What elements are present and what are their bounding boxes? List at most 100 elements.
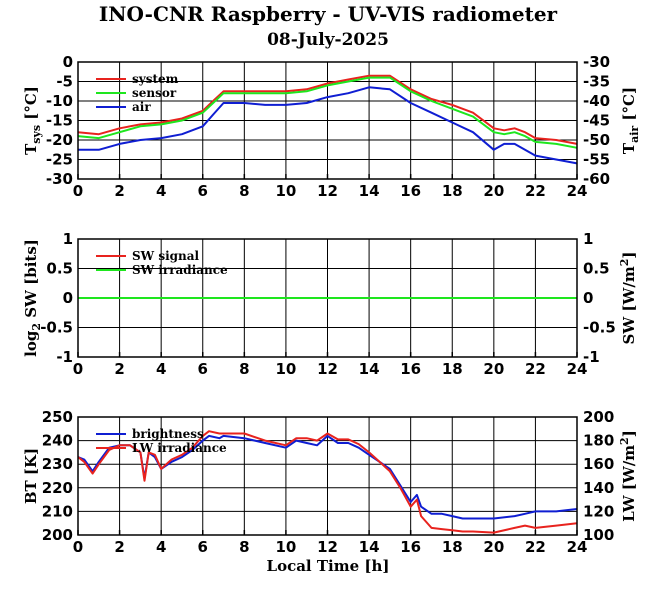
x-tick-label: 4 — [156, 182, 166, 200]
y-tick-label: 230 — [42, 455, 73, 473]
y-right-tick-label: 140 — [583, 479, 614, 497]
x-tick-label: 22 — [525, 360, 546, 378]
x-tick-label: 2 — [114, 538, 124, 556]
x-tick-label: 24 — [567, 182, 588, 200]
x-tick-label: 6 — [198, 360, 208, 378]
y-axis-label: BT [K] — [22, 448, 40, 504]
legend-label: SW signal — [132, 249, 200, 263]
chart-title: INO-CNR Raspberry - UV-VIS radiometer — [99, 2, 558, 26]
panel-temperature: 0 2 4 6 8 10 12 14 16 18 20 22 24-30-25-20-15-10-50-… — [22, 53, 641, 200]
y-right-tick-label: -35 — [583, 73, 610, 91]
legend-label: sensor — [132, 86, 177, 100]
x-tick-label: 14 — [359, 360, 380, 378]
x-tick-label: 22 — [525, 538, 546, 556]
x-axis-label: Local Time [h] — [267, 557, 390, 575]
x-tick-label: 14 — [359, 538, 380, 556]
y-right-axis-label: LW [W/m2] — [618, 430, 638, 522]
y-right-tick-label: -55 — [583, 151, 610, 169]
x-tick-label: 4 — [156, 538, 166, 556]
panel-longwave: 0 2 4 6 8 10 12 14 16 18 20 22 242002102202302402501… — [22, 408, 638, 556]
y-tick-label: 0.5 — [46, 260, 73, 278]
y-tick-label: -10 — [46, 92, 73, 110]
x-tick-label: 8 — [239, 538, 249, 556]
x-tick-label: 18 — [442, 538, 463, 556]
x-tick-label: 4 — [156, 360, 166, 378]
x-tick-label: 10 — [275, 182, 296, 200]
legend-label: LW irradiance — [132, 441, 227, 455]
legend-label: air — [132, 100, 151, 114]
x-tick-label: 16 — [400, 538, 421, 556]
y-right-axis-label: SW [W/m2] — [618, 252, 638, 345]
y-tick-label: -20 — [46, 131, 73, 149]
panel-shortwave: 0 2 4 6 8 10 12 14 16 18 20 22 24-1-0.500.51-1-0.500… — [22, 230, 638, 378]
x-tick-label: 2 — [114, 360, 124, 378]
plot-frame — [77, 416, 578, 536]
y-tick-label: 240 — [42, 432, 73, 450]
x-tick-label: 20 — [483, 182, 504, 200]
y-right-tick-label: 120 — [583, 502, 614, 520]
x-tick-label: 18 — [442, 360, 463, 378]
x-tick-label: 16 — [400, 360, 421, 378]
y-right-tick-label: 200 — [583, 408, 614, 426]
x-tick-label: 20 — [483, 538, 504, 556]
y-tick-label: 210 — [42, 502, 73, 520]
y-tick-label: 220 — [42, 479, 73, 497]
series-line-lw-irradiance — [77, 430, 578, 534]
y-tick-label: -30 — [46, 170, 73, 188]
x-tick-label: 20 — [483, 360, 504, 378]
x-tick-label: 12 — [317, 538, 338, 556]
y-tick-label: -25 — [46, 151, 73, 169]
y-axis-label: Tsys [°C] — [22, 86, 43, 155]
y-tick-label: 250 — [42, 408, 73, 426]
y-right-tick-label: -0.5 — [583, 319, 616, 337]
x-tick-label: 24 — [567, 360, 588, 378]
legend-label: system — [132, 72, 179, 86]
y-right-axis-label: Tair [°C] — [620, 87, 641, 154]
x-tick-label: 2 — [114, 182, 124, 200]
y-right-tick-label: -45 — [583, 112, 610, 130]
x-tick-label: 8 — [239, 182, 249, 200]
y-right-tick-label: 180 — [583, 432, 614, 450]
x-tick-label: 10 — [275, 538, 296, 556]
y-tick-label: -0.5 — [40, 319, 73, 337]
y-tick-label: 0 — [63, 289, 73, 307]
y-tick-label: 0 — [63, 53, 73, 71]
y-right-tick-label: 0.5 — [583, 260, 610, 278]
legend-label: SW irradiance — [132, 263, 228, 277]
x-tick-label: 0 — [73, 538, 83, 556]
series-line-air — [78, 86, 578, 165]
x-tick-label: 6 — [198, 538, 208, 556]
y-right-tick-label: -50 — [583, 131, 610, 149]
plot-frame — [77, 238, 578, 358]
y-tick-label: -5 — [56, 73, 73, 91]
y-tick-label: -1 — [56, 348, 73, 366]
y-right-tick-label: 0 — [583, 289, 593, 307]
y-right-tick-label: -1 — [583, 348, 600, 366]
y-right-tick-label: 1 — [583, 230, 593, 248]
y-right-tick-label: 160 — [583, 455, 614, 473]
x-tick-label: 16 — [400, 182, 421, 200]
x-tick-label: 22 — [525, 182, 546, 200]
series-line-sensor — [77, 76, 578, 149]
y-tick-label: -15 — [46, 112, 73, 130]
x-tick-label: 14 — [359, 182, 380, 200]
y-tick-label: 200 — [42, 526, 73, 544]
y-right-tick-label: 100 — [583, 526, 614, 544]
x-tick-label: 10 — [275, 360, 296, 378]
x-tick-label: 0 — [73, 360, 83, 378]
y-right-tick-label: -60 — [583, 170, 610, 188]
x-tick-label: 6 — [198, 182, 208, 200]
y-axis-label: log2 SW [bits] — [22, 239, 43, 357]
series-line-system — [77, 74, 578, 145]
y-right-tick-label: -30 — [583, 53, 610, 71]
plot-frame — [77, 61, 578, 180]
x-tick-label: 24 — [567, 538, 588, 556]
chart-subtitle: 08-July-2025 — [267, 30, 389, 50]
x-tick-label: 12 — [317, 182, 338, 200]
x-tick-label: 12 — [317, 360, 338, 378]
legend-label: brightness — [132, 427, 204, 441]
y-tick-label: 1 — [63, 230, 73, 248]
x-tick-label: 8 — [239, 360, 249, 378]
x-tick-label: 0 — [73, 182, 83, 200]
